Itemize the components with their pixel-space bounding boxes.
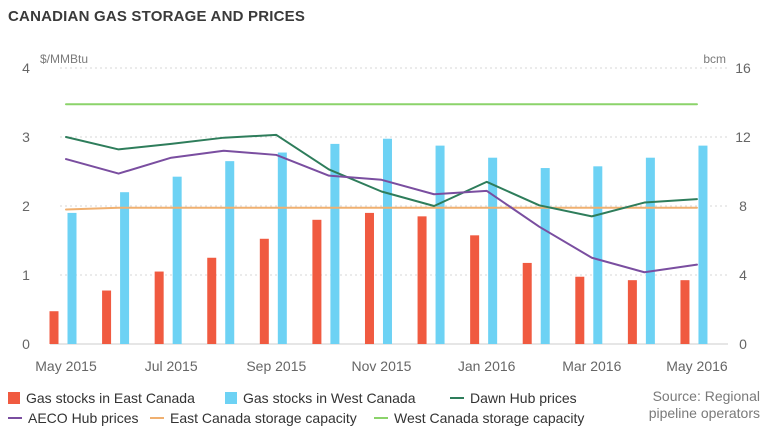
- legend-swatch-aeco: [8, 417, 22, 419]
- left-tick-label: 4: [22, 60, 30, 76]
- legend-item-east-stock: Gas stocks in East Canada: [8, 390, 195, 406]
- left-tick-label: 2: [22, 198, 30, 214]
- bar-west-stock: [120, 192, 130, 344]
- x-tick-label: Nov 2015: [352, 358, 412, 374]
- x-tick-label: Jul 2015: [145, 358, 198, 374]
- legend-swatch-east-capacity: [150, 417, 164, 419]
- bar-east-stock: [312, 219, 322, 344]
- left-axis-unit: $/MMBtu: [40, 52, 89, 66]
- legend-label-west-stock: Gas stocks in West Canada: [243, 390, 416, 406]
- right-tick-label: 4: [739, 267, 747, 283]
- legend-swatch-dawn: [450, 397, 464, 399]
- x-tick-label: May 2016: [666, 358, 728, 374]
- bar-west-stock: [67, 212, 77, 344]
- x-tick-label: Mar 2016: [562, 358, 621, 374]
- bar-east-stock: [102, 290, 112, 344]
- bar-east-stock: [154, 271, 164, 344]
- left-tick-label: 0: [22, 336, 30, 352]
- bar-east-stock: [627, 280, 637, 344]
- bar-west-stock: [488, 157, 498, 344]
- bar-east-stock: [470, 235, 480, 344]
- bar-east-stock: [680, 280, 690, 344]
- bar-east-stock: [49, 311, 59, 344]
- right-tick-label: 0: [739, 336, 747, 352]
- bar-east-stock: [417, 216, 427, 344]
- left-tick-label: 1: [22, 267, 30, 283]
- legend-item-dawn: Dawn Hub prices: [450, 390, 577, 406]
- line-aeco-prices: [65, 149, 698, 274]
- bar-west-stock: [277, 152, 287, 344]
- right-tick-label: 8: [739, 198, 747, 214]
- bar-west-stock: [382, 138, 392, 344]
- chart-title: CANADIAN GAS STORAGE AND PRICES: [8, 8, 306, 25]
- x-tick-label: Jan 2016: [458, 358, 516, 374]
- legend-item-east-capacity: East Canada storage capacity: [150, 410, 357, 426]
- bar-east-stock: [575, 276, 585, 344]
- legend-label-east-stock: Gas stocks in East Canada: [26, 390, 195, 406]
- legend-item-west-capacity: West Canada storage capacity: [374, 410, 584, 426]
- x-tick-label: May 2015: [35, 358, 97, 374]
- legend: Gas stocks in East Canada Gas stocks in …: [0, 384, 770, 430]
- legend-label-aeco: AECO Hub prices: [28, 410, 139, 426]
- left-tick-label: 3: [22, 129, 30, 145]
- legend-swatch-west-stock: [225, 392, 237, 404]
- bar-west-stock: [435, 145, 445, 344]
- source-line-1: Source: Regional: [652, 388, 760, 404]
- legend-swatch-east-stock: [8, 392, 20, 404]
- source-line-2: pipeline operators: [648, 405, 760, 421]
- right-tick-label: 16: [735, 60, 751, 76]
- x-tick-label: Sep 2015: [246, 358, 306, 374]
- bar-east-stock: [207, 257, 217, 344]
- bar-west-stock: [593, 166, 603, 344]
- right-axis-unit: bcm: [703, 52, 726, 66]
- legend-label-east-capacity: East Canada storage capacity: [170, 410, 357, 426]
- legend-swatch-west-capacity: [374, 417, 388, 419]
- source-note: Source: Regional pipeline operators: [649, 388, 760, 422]
- line-east-capacity: [65, 206, 698, 211]
- bar-east-stock: [259, 238, 269, 344]
- bar-west-stock: [330, 143, 340, 344]
- bar-east-stock: [364, 212, 374, 344]
- legend-label-dawn: Dawn Hub prices: [470, 390, 577, 406]
- legend-item-aeco: AECO Hub prices: [8, 410, 138, 426]
- legend-item-west-stock: Gas stocks in West Canada: [225, 390, 415, 406]
- bar-west-stock: [698, 145, 708, 344]
- bar-west-stock: [645, 157, 655, 344]
- legend-label-west-capacity: West Canada storage capacity: [394, 410, 585, 426]
- bar-west-stock: [225, 161, 235, 344]
- bar-west-stock: [172, 176, 182, 344]
- right-tick-label: 12: [735, 129, 751, 145]
- bar-east-stock: [522, 262, 532, 344]
- line-dawn-prices: [65, 133, 698, 218]
- bar-west-stock: [540, 168, 550, 344]
